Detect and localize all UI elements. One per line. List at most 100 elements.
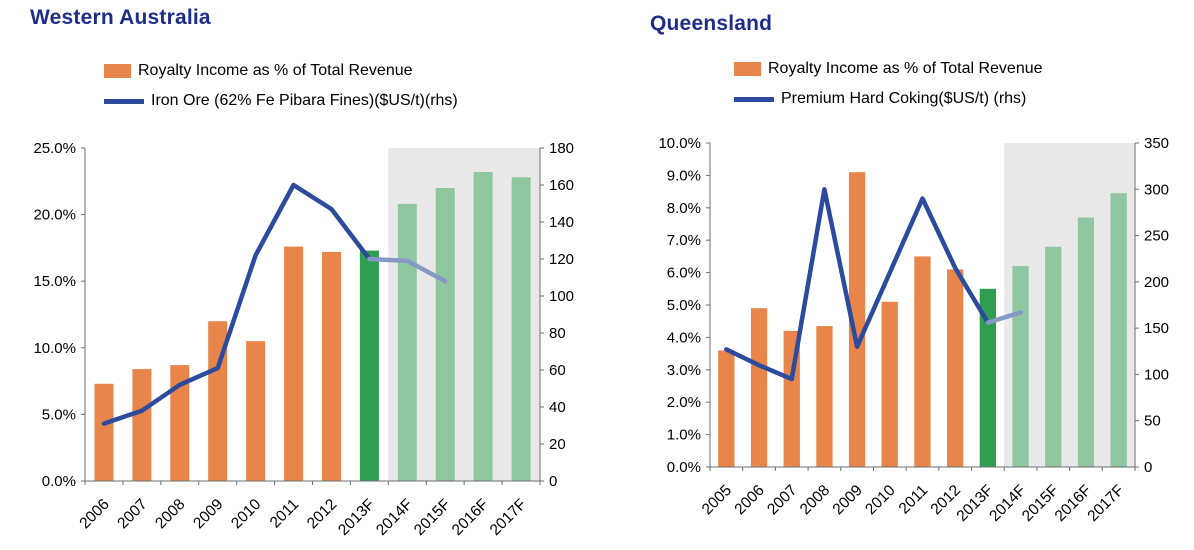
- x-axis-label: 2008: [152, 496, 188, 532]
- x-axis-label: 2007: [764, 482, 800, 518]
- right-axis-label: 250: [1144, 228, 1169, 245]
- legend-item-line: Iron Ore (62% Fe Pibara Fines)($US/t)(rh…: [104, 92, 458, 110]
- x-axis-label: 2013F: [335, 496, 378, 539]
- bar-2006: [94, 383, 114, 481]
- legend-label-line: Premium Hard Coking($US/t) (rhs): [781, 90, 1027, 107]
- right-axis-label: 100: [549, 288, 574, 305]
- line-series: [101, 182, 372, 426]
- bar-2016F: [473, 172, 493, 481]
- chart-panel-queensland: Queensland Royalty Income as % of Total …: [597, 0, 1194, 550]
- x-axis-label: 2015F: [411, 496, 454, 539]
- legend-label-bar: Royalty Income as % of Total Revenue: [138, 62, 413, 79]
- left-axis-label: 0.0%: [42, 473, 76, 490]
- legend-label-line: Iron Ore (62% Fe Pibara Fines)($US/t)(rh…: [151, 92, 458, 109]
- bar-2006: [750, 308, 768, 467]
- left-axis-label: 6.0%: [667, 265, 701, 282]
- bar-2016F: [1077, 217, 1095, 467]
- x-axis-label: 2017F: [1084, 482, 1127, 525]
- chart-legend: Royalty Income as % of Total Revenue Pre…: [734, 60, 1043, 108]
- left-axis-label: 7.0%: [667, 232, 701, 249]
- x-axis-label: 2015F: [1019, 482, 1062, 525]
- left-axis-label: 8.0%: [667, 200, 701, 217]
- bar-2009: [208, 321, 228, 481]
- left-axis-label: 5.0%: [667, 297, 701, 314]
- x-axis-label: 2005: [699, 482, 735, 518]
- bar-2007: [132, 369, 152, 481]
- bar-2012: [947, 269, 964, 467]
- chart-panel-western-australia: Western Australia Royalty Income as % of…: [30, 6, 574, 539]
- left-axis-label: 15.0%: [33, 273, 76, 290]
- bar-2005: [718, 350, 735, 467]
- left-axis-label: 1.0%: [667, 427, 701, 444]
- right-axis-label: 160: [549, 177, 574, 194]
- x-axis-label: 2006: [731, 482, 767, 518]
- left-axis-label: 2.0%: [667, 394, 701, 411]
- bar-line-chart-western-australia: 0.0% 5.0% 10.0% 15.0% 20.0% 25.0% 0 20 40 60 80 100…: [33, 140, 574, 539]
- bar-2017F: [511, 177, 531, 482]
- right-axis-label: 60: [549, 362, 566, 379]
- x-axis-label: 2010: [228, 496, 265, 533]
- bar-2012: [322, 251, 341, 481]
- bar-2013F: [359, 250, 379, 481]
- right-axis-label: 50: [1144, 413, 1161, 430]
- chart-title: Western Australia: [30, 6, 211, 29]
- left-axis-label: 20.0%: [33, 207, 76, 224]
- legend-item-bar: Royalty Income as % of Total Revenue: [104, 62, 458, 80]
- legend-label-bar: Royalty Income as % of Total Revenue: [768, 60, 1043, 77]
- bar-series-swatch-icon: [104, 64, 131, 78]
- right-axis-label: 40: [549, 399, 566, 416]
- chart-legend: Royalty Income as % of Total Revenue Iro…: [104, 62, 458, 110]
- right-axis-label: 20: [549, 436, 566, 453]
- line-series-swatch-icon: [734, 96, 774, 102]
- x-axis-label: 2016F: [449, 496, 492, 539]
- line-series-swatch-icon: [104, 98, 144, 104]
- x-axis-label: 2006: [76, 496, 112, 532]
- bar-2009: [848, 172, 866, 467]
- bar-2015F: [435, 188, 455, 481]
- bar-line-chart-queensland: 0.0% 1.0% 2.0% 3.0% 4.0% 5.0% 6.0% 7.0% 8.0% 9.0%…: [658, 135, 1169, 525]
- x-axis-label: 2007: [114, 496, 150, 532]
- left-axis-label: 0.0%: [667, 459, 701, 476]
- right-axis-label: 80: [549, 325, 566, 342]
- bar-2015F: [1045, 246, 1062, 467]
- right-axis-label: 180: [549, 140, 574, 157]
- left-axis-label: 9.0%: [667, 167, 701, 184]
- bar-2011: [914, 256, 931, 467]
- right-axis-label: 0: [549, 473, 557, 490]
- line-series-forecast: [367, 256, 448, 284]
- x-axis-label: 2017F: [487, 496, 530, 539]
- x-axis-label: 2011: [267, 496, 303, 532]
- line-series: [724, 187, 991, 382]
- bar-2010: [246, 341, 266, 481]
- left-axis-label: 10.0%: [33, 340, 76, 357]
- left-axis-label: 10.0%: [658, 135, 701, 152]
- bar-2011: [284, 246, 304, 481]
- right-axis-label: 100: [1144, 366, 1169, 383]
- bar-2008: [170, 365, 190, 481]
- right-axis-label: 0: [1144, 459, 1152, 476]
- x-axis-label: 2010: [862, 482, 899, 519]
- x-axis-label: 2009: [190, 496, 226, 532]
- bar-2010: [881, 301, 898, 467]
- left-axis-label: 4.0%: [667, 329, 701, 346]
- bar-2013F: [979, 288, 996, 467]
- bar-2014F: [397, 203, 417, 481]
- line-series-forecast: [985, 310, 1023, 325]
- right-axis-label: 120: [549, 251, 574, 268]
- left-axis-label: 3.0%: [667, 362, 701, 379]
- x-axis-label: 2009: [830, 482, 866, 518]
- left-axis-label: 25.0%: [33, 140, 76, 157]
- chart-title: Queensland: [650, 12, 773, 35]
- x-axis-label: 2008: [797, 482, 833, 518]
- bar-series-swatch-icon: [734, 62, 761, 76]
- right-axis-label: 200: [1144, 274, 1169, 291]
- x-axis-label: 2016F: [1052, 482, 1095, 525]
- x-axis-label: 2011: [896, 482, 932, 518]
- right-axis-label: 350: [1144, 135, 1169, 152]
- right-axis-label: 150: [1144, 320, 1169, 337]
- left-axis-label: 5.0%: [42, 406, 76, 423]
- right-axis-label: 300: [1144, 181, 1169, 198]
- x-axis-label: 2014F: [373, 496, 416, 539]
- right-axis-label: 140: [549, 214, 574, 231]
- bar-2008: [816, 326, 833, 467]
